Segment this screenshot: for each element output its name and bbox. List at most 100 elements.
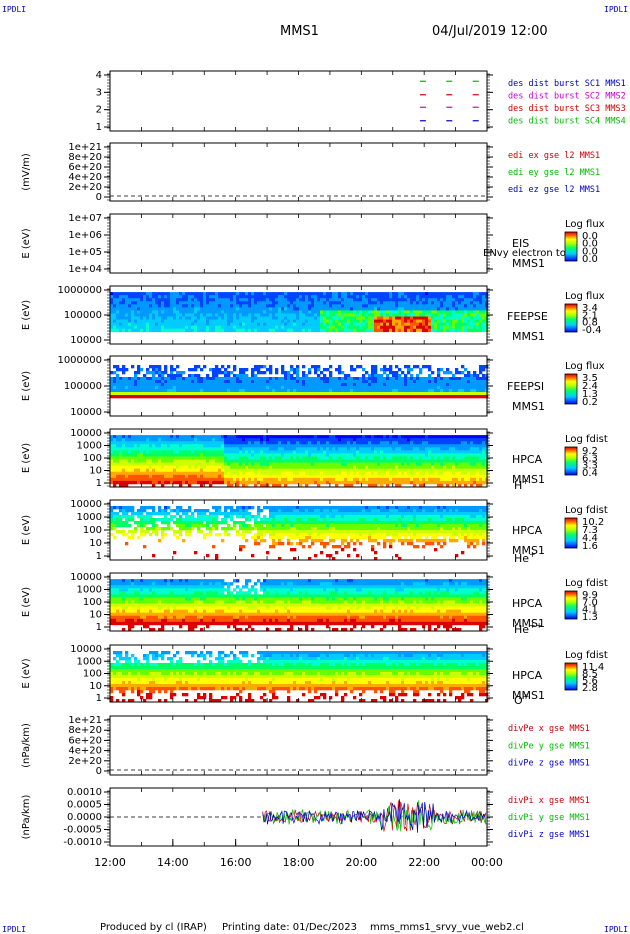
ytick-label: 1 (96, 478, 102, 489)
colorbar-tick-label: 0.2 (582, 397, 598, 408)
colorbar-tick-label: 1.3 (582, 612, 598, 623)
colorbar-tick-label: 1.6 (582, 541, 598, 552)
footer-produced-by: Produced by cl (IRAP) (100, 922, 207, 933)
colorbar-tick-label: 9.2 (582, 446, 598, 457)
ytick-label: 3 (96, 87, 102, 98)
legend-entry: edi ey gse l2 MMS1 (508, 168, 600, 178)
divpi-trace (262, 800, 487, 832)
colorbar-tick-label: 8.5 (582, 669, 598, 680)
y-axis-label: E (eV) (21, 443, 32, 473)
instrument-label: EIS (512, 237, 529, 250)
instrument-label: FEEPSE (507, 310, 548, 323)
ytick-label: 1e+04 (68, 264, 102, 275)
legend-entry: edi ez gse l2 MMS1 (508, 185, 600, 195)
ytick-label: 100000 (64, 310, 102, 321)
ytick-label: 1000000 (57, 285, 102, 296)
colorbar-tick-label: 7.3 (582, 525, 598, 536)
legend-entry: divPe z gse MMS1 (508, 759, 590, 769)
xtick-label: 14:00 (157, 856, 189, 869)
footer-filename: mms_mms1_srvy_vue_web2.cl (370, 922, 524, 933)
ytick-label: 0.0005 (67, 800, 102, 811)
spacecraft-label: MMS1 (512, 330, 545, 343)
xtick-label: 12:00 (94, 856, 126, 869)
ytick-label: 1 (96, 693, 102, 704)
legend-entry: des dist burst SC4 MMS4 (508, 116, 626, 126)
ytick-label: 1e+21 (68, 142, 102, 153)
colorbar (564, 373, 578, 405)
panel-p4: 1000000 100000 10000 E (eV) FEEPSE MMS1 Log fl… (21, 285, 605, 346)
legend-entry: divPi z gse MMS1 (508, 830, 590, 840)
ytick-label: 0 (96, 192, 102, 203)
ytick-label: 2e+20 (68, 756, 102, 767)
colorbar-title: Log fdist (565, 650, 608, 661)
colorbar-tick-label: 11.4 (582, 662, 604, 673)
colorbar-tick-label: 1.3 (582, 389, 598, 400)
colorbar-tick-label: 4.4 (582, 533, 598, 544)
colorbar (564, 231, 578, 262)
ytick-label: 1e+21 (68, 715, 102, 726)
ytick-label: 10 (89, 681, 102, 692)
xtick-label: 16:00 (220, 856, 252, 869)
ytick-label: 1 (96, 122, 102, 133)
ytick-label: 10000 (70, 644, 102, 655)
y-axis-label: E (eV) (21, 300, 32, 330)
spacecraft-label: MMS1 (512, 473, 545, 486)
spacecraft-label: MMS1 (512, 400, 545, 413)
ytick-label: 100 (83, 669, 102, 680)
colorbar (564, 662, 578, 691)
footer-printing-date: Printing date: 01/Dec/2023 (222, 922, 357, 933)
colorbar-tick-label: 4.1 (582, 605, 598, 616)
colorbar-tick-label: 2.1 (582, 310, 598, 321)
colorbar-title: Log fdist (565, 505, 608, 516)
ytick-label: 10000 (70, 428, 102, 439)
spacecraft-label: MMS1 (512, 544, 545, 557)
xtick-label: 22:00 (408, 856, 440, 869)
ytick-label: 1000 (77, 441, 102, 452)
colorbar-title: Log flux (565, 219, 605, 230)
y-axis-label: E (eV) (21, 515, 32, 545)
ytick-label: 100 (83, 453, 102, 464)
ytick-label: 6e+20 (68, 735, 102, 746)
ytick-label: 1e+05 (68, 247, 102, 258)
y-axis-label: E (eV) (21, 228, 32, 258)
ytick-label: -0.0005 (63, 825, 102, 836)
colorbar-tick-label: 10.2 (582, 517, 604, 528)
y-axis-label: E (eV) (21, 587, 32, 617)
ytick-label: 0.0010 (67, 787, 102, 798)
colorbar-tick-label: 2.4 (582, 381, 598, 392)
colorbar-tick-label: 0.0 (582, 239, 598, 250)
colorbar-tick-label: 0.0 (582, 246, 598, 257)
divpi-trace (262, 800, 487, 832)
ytick-label: 100000 (64, 381, 102, 392)
figure-datetime: 04/Jul/2019 12:00 (432, 24, 548, 39)
y-axis-label: E (eV) (21, 371, 32, 401)
xtick-label: 00:00 (471, 856, 503, 869)
ytick-label: 1000 (77, 512, 102, 523)
colorbar-tick-label: 0.4 (582, 468, 598, 479)
species-label: H+ (514, 477, 529, 492)
ytick-label: 1e+06 (68, 230, 102, 241)
instrument-label: FEEPSI (507, 380, 544, 393)
ytick-label: 8e+20 (68, 152, 102, 163)
ytick-label: 100 (83, 525, 102, 536)
colorbar-title: Log flux (565, 361, 605, 372)
spacecraft-label: MMS1 (512, 257, 545, 270)
y-axis-label: (nPa/km) (21, 723, 32, 768)
colorbar-tick-label: 7.0 (582, 597, 598, 608)
y-axis-label: (nPa/km) (21, 795, 32, 840)
corner-label-top-left: IPDLI (2, 5, 26, 14)
y-axis-label: E (eV) (21, 658, 32, 688)
panel-p1: 4 3 2 1 des dist burst SC1 MMS1 des dist burs… (96, 70, 626, 133)
ytick-label: 0.0000 (67, 812, 102, 823)
colorbar (564, 590, 578, 620)
ytick-label: 1000 (77, 656, 102, 667)
ytick-label: 10000 (70, 572, 102, 583)
ytick-label: 10000 (70, 407, 102, 418)
